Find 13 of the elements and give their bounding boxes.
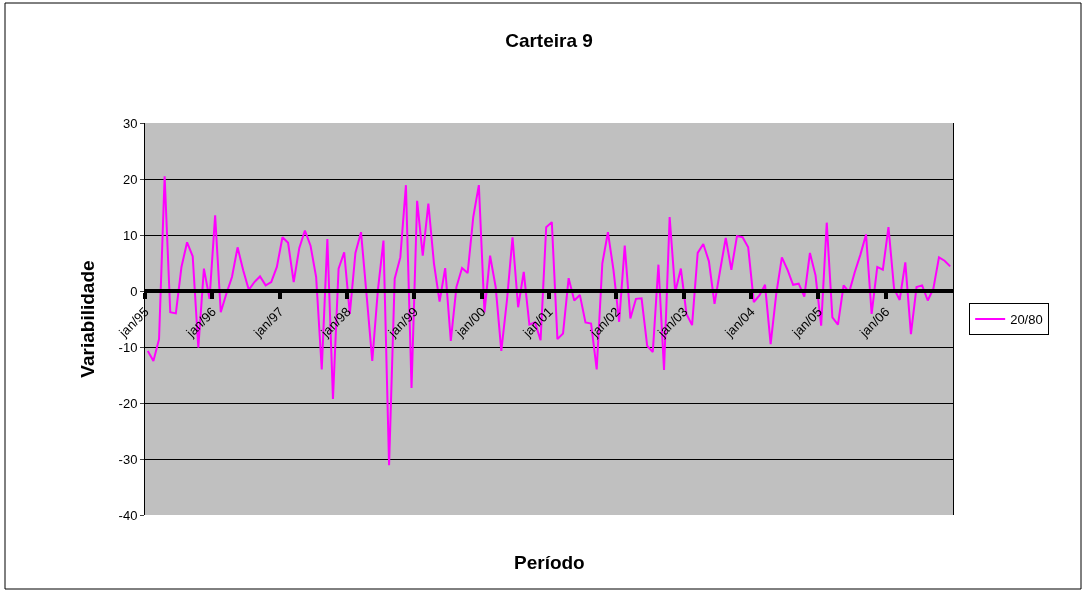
y-tick-label: -10 <box>118 339 138 355</box>
y-tick-label: 20 <box>122 171 138 187</box>
y-tick-label: 10 <box>122 227 138 243</box>
y-tick-label: -40 <box>118 507 138 523</box>
y-axis-title: Variabilidade <box>77 260 99 378</box>
legend-label: 20/80 <box>1010 312 1043 328</box>
y-tick-label: -20 <box>118 395 138 411</box>
y-tick-label: -30 <box>118 451 138 467</box>
chart-title: Carteira 9 <box>505 29 593 51</box>
x-axis-title: Período <box>514 552 585 573</box>
line-series <box>146 175 952 467</box>
y-tick-label: 30 <box>122 115 138 131</box>
y-tick-label: 0 <box>130 283 138 299</box>
